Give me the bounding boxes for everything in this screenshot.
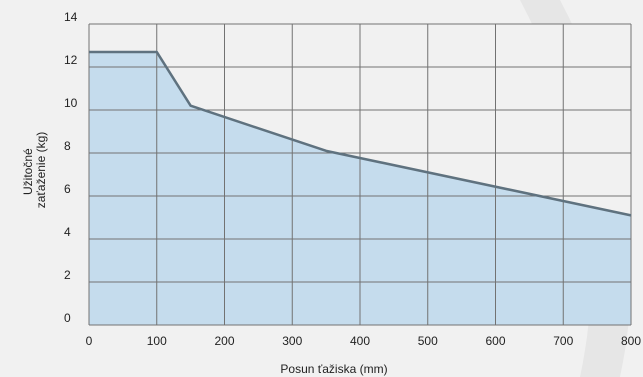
y-tick-label: 4 (64, 225, 71, 239)
x-tick-label: 600 (485, 334, 505, 348)
y-axis-title-line-2: zaťaženie (kg) (34, 132, 48, 209)
series-line-layer (88, 50, 632, 217)
y-tick-label: 0 (64, 311, 71, 325)
y-axis-title: Užitočné zaťaženie (kg) (21, 132, 48, 209)
y-tick-label: 8 (64, 139, 71, 153)
y-axis-title-line-1: Užitočné (21, 148, 35, 195)
y-axis-ticks: 0 2 4 6 8 10 12 14 (64, 10, 78, 325)
y-tick-label: 10 (64, 96, 78, 110)
x-tick-label: 700 (553, 334, 573, 348)
y-tick-label: 14 (64, 10, 78, 24)
y-tick-label: 2 (64, 268, 71, 282)
y-tick-label: 6 (64, 182, 71, 196)
x-tick-label: 100 (147, 334, 167, 348)
x-axis-title: Posun ťažiska (mm) (280, 362, 387, 376)
x-tick-label: 300 (282, 334, 302, 348)
x-tick-label: 200 (214, 334, 234, 348)
x-tick-label: 500 (418, 334, 438, 348)
x-axis-ticks: 0 100 200 300 400 500 600 700 800 (86, 334, 642, 348)
x-tick-label: 400 (350, 334, 370, 348)
x-tick-label: 0 (86, 334, 93, 348)
y-tick-label: 12 (64, 53, 78, 67)
x-tick-label: 800 (621, 334, 641, 348)
